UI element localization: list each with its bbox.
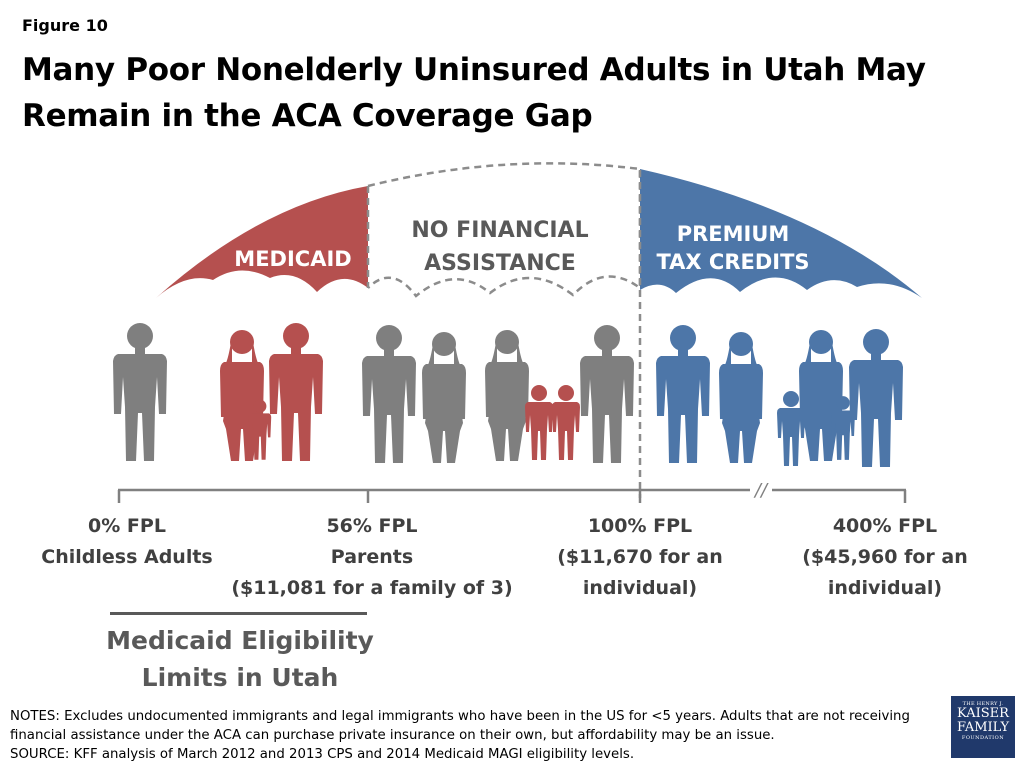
- child-icon: [552, 385, 580, 460]
- medicaid-umbrella: [156, 186, 368, 298]
- person-icon: [269, 323, 323, 461]
- source-line: SOURCE: KFF analysis of March 2012 and 2…: [10, 747, 635, 762]
- person-icon: [580, 325, 634, 463]
- fpl-100-line2: ($11,670 for an: [557, 546, 723, 568]
- premium-umbrella: [640, 169, 922, 298]
- fpl-56-line3: ($11,081 for a family of 3): [231, 577, 513, 599]
- fpl-0-line2: Childless Adults: [41, 546, 213, 568]
- fpl-400-line1: 400% FPL: [832, 515, 938, 537]
- person-icon: [485, 330, 529, 461]
- no-assistance-label-2: ASSISTANCE: [424, 251, 576, 276]
- premium-label-2: TAX CREDITS: [656, 250, 809, 274]
- person-icon: [799, 330, 843, 461]
- logo-line2: KAISER: [957, 706, 1009, 721]
- fpl-100-label: 100% FPL ($11,670 for an individual): [545, 511, 735, 604]
- logo-line3: FAMILY: [956, 720, 1010, 735]
- title-line-2: Remain in the ACA Coverage Gap: [22, 98, 593, 134]
- notes-line2: financial assistance under the ACA can p…: [10, 728, 775, 743]
- fpl-0-line1: 0% FPL: [88, 515, 166, 537]
- axis-break-mark: //: [753, 480, 769, 501]
- medicaid-label: MEDICAID: [234, 247, 351, 271]
- no-assistance-umbrella: [367, 162, 642, 298]
- person-icon: [656, 325, 710, 463]
- person-icon: [113, 323, 167, 461]
- logo-line1: THE HENRY J.: [962, 701, 1004, 707]
- fpl-100-line1: 100% FPL: [587, 515, 693, 537]
- no-assistance-label-1: NO FINANCIAL: [411, 218, 588, 243]
- person-icon: [849, 329, 903, 467]
- fpl-56-line2: Parents: [330, 546, 414, 568]
- figure-label: Figure 10: [22, 16, 108, 35]
- people-group: [113, 323, 903, 467]
- eligibility-line1: Medicaid Eligibility: [106, 626, 374, 655]
- eligibility-label: Medicaid Eligibility Limits in Utah: [90, 622, 390, 696]
- fpl-0-label: 0% FPL Childless Adults: [32, 511, 222, 573]
- person-icon: [422, 332, 466, 463]
- fpl-400-line3: individual): [827, 577, 943, 599]
- fpl-400-label: 400% FPL ($45,960 for an individual): [790, 511, 980, 604]
- notes: NOTES: Excludes undocumented immigrants …: [10, 707, 940, 764]
- fpl-400-line2: ($45,960 for an: [802, 546, 968, 568]
- person-icon: [362, 325, 416, 463]
- person-icon: [719, 332, 763, 463]
- fpl-100-line3: individual): [582, 577, 698, 599]
- fpl-56-line1: 56% FPL: [326, 515, 418, 537]
- premium-label-1: PREMIUM: [677, 222, 790, 246]
- kff-logo: THE HENRY J. KAISER FAMILY FOUNDATION: [951, 696, 1015, 758]
- notes-line1: NOTES: Excludes undocumented immigrants …: [10, 709, 910, 724]
- eligibility-rule: [110, 612, 367, 615]
- child-icon: [525, 385, 553, 460]
- logo-line4: FOUNDATION: [961, 735, 1005, 741]
- title-line-1: Many Poor Nonelderly Uninsured Adults in…: [22, 52, 926, 88]
- eligibility-line2: Limits in Utah: [141, 663, 339, 692]
- fpl-56-label: 56% FPL Parents ($11,081 for a family of…: [222, 511, 522, 604]
